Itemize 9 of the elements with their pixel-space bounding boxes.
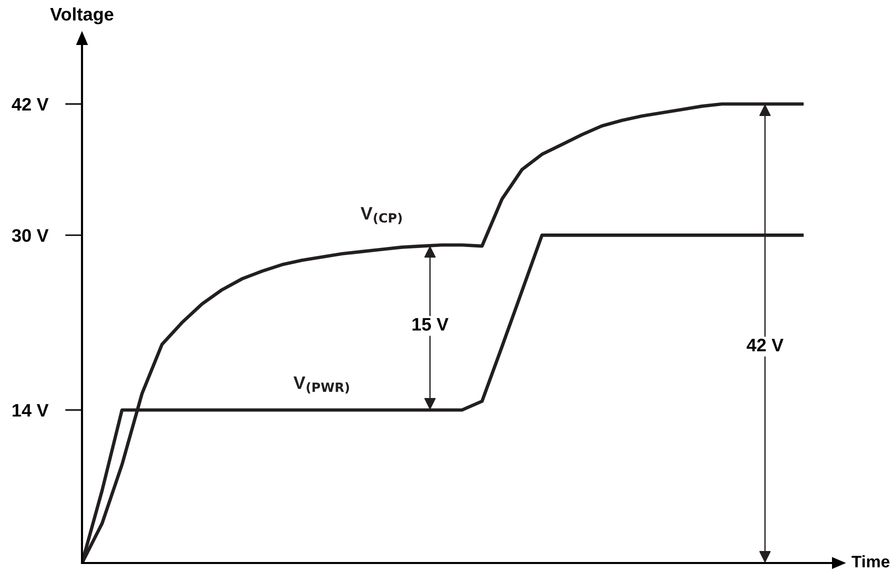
- series-label: V$_{(CP)}$: [360, 207, 402, 224]
- annotation: 42 V: [746, 338, 784, 352]
- annotation: 15 V: [412, 318, 448, 331]
- y-tick-label: 14 V: [12, 404, 49, 417]
- y-tick-label: 42 V: [12, 98, 49, 111]
- x-axis-title: Time: [852, 555, 890, 568]
- y-axis-title: Voltage: [50, 7, 114, 24]
- series-label: V$_{(PWR)}$: [294, 376, 349, 394]
- y-tick-label: 30 V: [12, 229, 49, 242]
